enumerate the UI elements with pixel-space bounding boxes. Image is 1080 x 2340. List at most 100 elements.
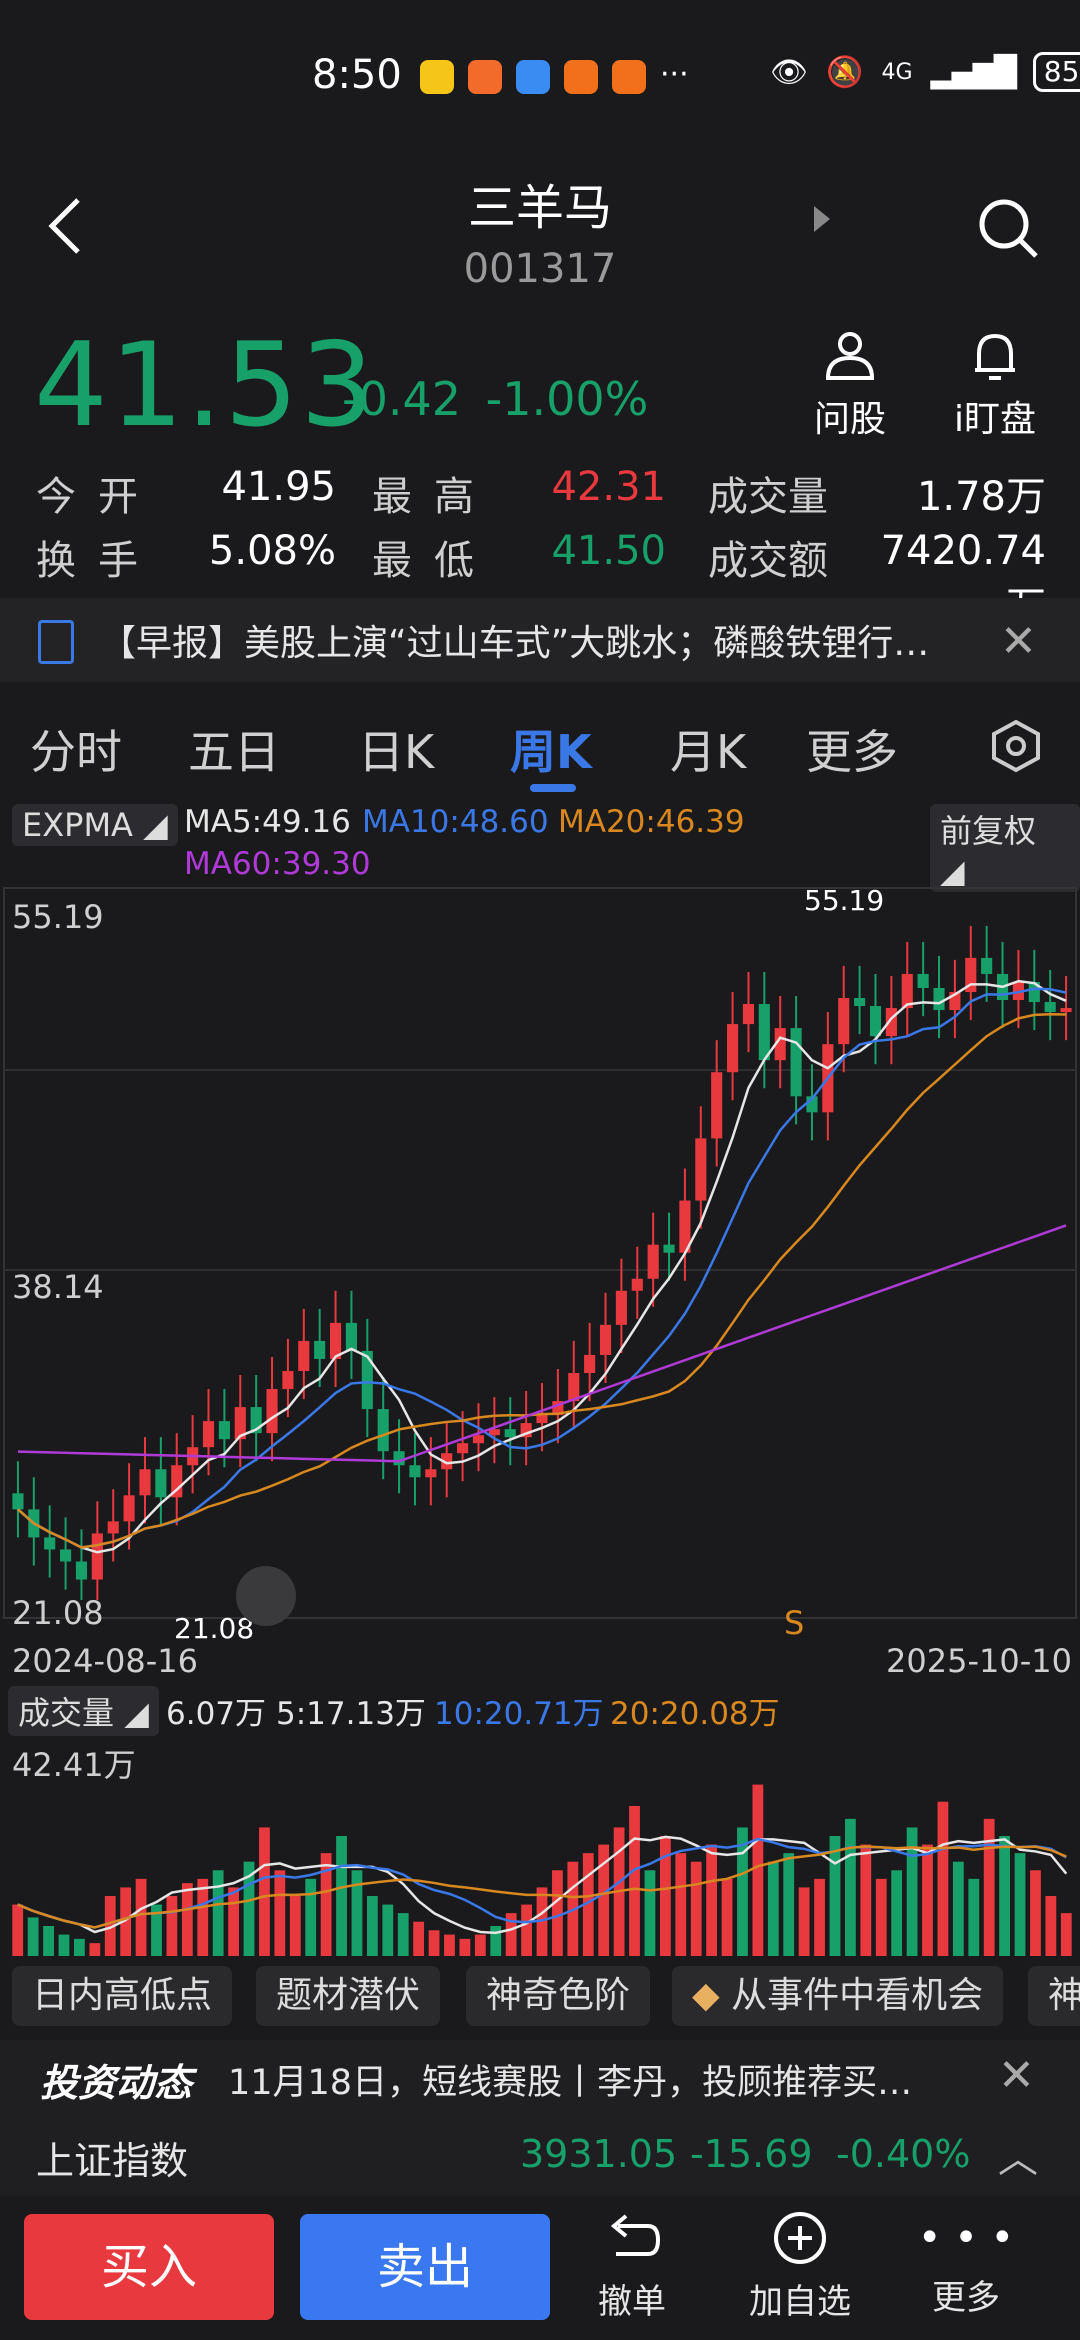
candle-body bbox=[631, 1278, 643, 1291]
candle-body bbox=[679, 1200, 691, 1253]
close-icon[interactable]: ✕ bbox=[1000, 616, 1037, 667]
candle-body bbox=[123, 1495, 135, 1522]
feature-more[interactable]: 神 bbox=[1028, 1966, 1080, 2026]
cancel-order-button[interactable]: 撤单 bbox=[572, 2210, 692, 2323]
candle-body bbox=[282, 1370, 294, 1390]
add-watchlist-label: 加自选 bbox=[749, 2282, 851, 2322]
news-headline[interactable]: 【早报】美股上演“过山车式”大跳水；磷酸铁锂行… bbox=[100, 623, 930, 664]
volume-bar bbox=[212, 1870, 224, 1956]
watch-market-button[interactable]: i盯盘 bbox=[940, 330, 1050, 442]
candle-body bbox=[171, 1465, 183, 1498]
ask-stock-label: 问股 bbox=[813, 399, 886, 440]
index-name: 上证指数 bbox=[36, 2139, 189, 2183]
buy-button[interactable]: 买入 bbox=[24, 2214, 274, 2320]
candle-body bbox=[361, 1350, 373, 1410]
candlestick-chart[interactable] bbox=[0, 880, 1080, 1640]
volume-bar bbox=[428, 1930, 440, 1956]
volume-bar bbox=[783, 1853, 795, 1956]
candle-body bbox=[441, 1453, 453, 1470]
feature-intraday-highlow[interactable]: 日内高低点 bbox=[12, 1966, 233, 2026]
volume-bar bbox=[814, 1878, 825, 1956]
ask-stock-button[interactable]: 问股 bbox=[810, 330, 890, 442]
ma10-value: MA10:48.60 bbox=[362, 804, 549, 840]
candle-body bbox=[488, 1429, 500, 1436]
candle-body bbox=[917, 973, 929, 988]
candle-body bbox=[838, 998, 850, 1045]
sell-button[interactable]: 卖出 bbox=[300, 2214, 550, 2320]
volume-bar bbox=[289, 1896, 301, 1956]
feature-theme-ambush[interactable]: 题材潜伏 bbox=[256, 1966, 441, 2026]
candle-body bbox=[790, 1028, 802, 1097]
volume-bar bbox=[1014, 1853, 1026, 1956]
status-right: 👁 🔕 4G ▂▄▆█ 85 bbox=[770, 52, 1080, 92]
sell-signal: S bbox=[784, 1604, 805, 1642]
candle-body bbox=[1028, 981, 1040, 1003]
volume-bar bbox=[274, 1870, 286, 1956]
indicator-selector[interactable]: EXPMA ◢ bbox=[12, 804, 178, 846]
candle-body bbox=[1060, 1008, 1072, 1013]
volume-bar bbox=[474, 1934, 486, 1956]
settings-icon[interactable] bbox=[988, 718, 1044, 774]
ma60-value: MA60:39.30 bbox=[184, 846, 371, 882]
volume-bar bbox=[891, 1870, 903, 1956]
cancel-order-label: 撤单 bbox=[598, 2282, 666, 2322]
open-value: 41.95 bbox=[221, 464, 336, 510]
tab-intraday[interactable]: 分时 bbox=[30, 725, 122, 779]
tab-monthly-k[interactable]: 月K bbox=[670, 725, 747, 779]
invest-news-title: 投资动态 bbox=[40, 2061, 193, 2105]
volume-bar bbox=[983, 1818, 995, 1956]
x-end-label: 2025-10-10 bbox=[886, 1642, 1072, 1680]
news-bar[interactable] bbox=[0, 598, 1080, 682]
volume-bar bbox=[690, 1861, 702, 1956]
candle-body bbox=[409, 1465, 421, 1478]
adjust-selector[interactable]: 前复权 ◢ bbox=[930, 804, 1080, 892]
volume-bar bbox=[598, 1844, 610, 1956]
expand-chart-icon[interactable] bbox=[236, 1566, 296, 1626]
feature-event-label: 从事件中看机会 bbox=[731, 1975, 984, 2016]
candle-body bbox=[742, 1004, 755, 1025]
add-watchlist-button[interactable]: 加自选 bbox=[740, 2210, 860, 2323]
back-icon[interactable] bbox=[46, 196, 86, 256]
candle-body bbox=[695, 1138, 707, 1201]
bell-icon bbox=[975, 333, 1015, 380]
volume-bar bbox=[397, 1913, 409, 1956]
volume-bar bbox=[706, 1844, 718, 1956]
more-label: 更多 bbox=[932, 2278, 1000, 2318]
candle-body bbox=[44, 1537, 56, 1550]
feature-color-scale[interactable]: 神奇色阶 bbox=[466, 1966, 651, 2026]
status-time: 8:50 bbox=[312, 52, 402, 98]
candle-body bbox=[599, 1324, 612, 1355]
indicator-label: EXPMA bbox=[22, 806, 133, 844]
volume-bar bbox=[505, 1913, 517, 1956]
invest-news-text[interactable]: 11月18日，短线赛股丨李丹，投顾推荐买… bbox=[228, 2063, 913, 2103]
watch-market-label: i盯盘 bbox=[953, 399, 1036, 440]
close-icon[interactable]: ✕ bbox=[998, 2050, 1035, 2101]
low-value: 41.50 bbox=[551, 528, 666, 574]
volume-bar bbox=[228, 1887, 239, 1956]
feature-event-opportunity[interactable]: ◆ 从事件中看机会 bbox=[672, 1966, 1004, 2026]
volume-bar bbox=[166, 1896, 178, 1956]
volume-chart[interactable] bbox=[0, 1720, 1080, 1960]
volume-bar bbox=[89, 1943, 101, 1956]
candle-body bbox=[234, 1407, 246, 1440]
volume-ma20: 20:20.08万 bbox=[610, 1696, 780, 1732]
volume-bar bbox=[382, 1904, 394, 1956]
volume-bar bbox=[968, 1878, 980, 1956]
tab-weekly-k[interactable]: 周K bbox=[510, 725, 592, 779]
tab-daily-k[interactable]: 日K bbox=[358, 725, 435, 779]
tab-more[interactable]: 更多 bbox=[806, 725, 898, 779]
candle-body bbox=[727, 1024, 739, 1073]
chevron-up-icon[interactable]: ︿ bbox=[998, 2136, 1038, 2182]
volume-bar bbox=[875, 1878, 887, 1956]
volume-indicator-selector[interactable]: 成交量 ◢ bbox=[8, 1686, 159, 1736]
volume-ma20-line bbox=[17, 1845, 1067, 1929]
mute-icon: 🔕 bbox=[826, 54, 864, 90]
change-percent: -1.00% bbox=[485, 372, 649, 426]
next-stock-icon[interactable] bbox=[812, 204, 832, 234]
more-button[interactable]: • • • 更多 bbox=[906, 2210, 1026, 2319]
tab-five-day[interactable]: 五日 bbox=[188, 725, 280, 779]
volume-bar bbox=[197, 1878, 209, 1956]
volume-bar bbox=[721, 1878, 733, 1956]
search-icon[interactable] bbox=[976, 196, 1040, 260]
ma5-value: MA5:49.16 bbox=[184, 804, 351, 840]
